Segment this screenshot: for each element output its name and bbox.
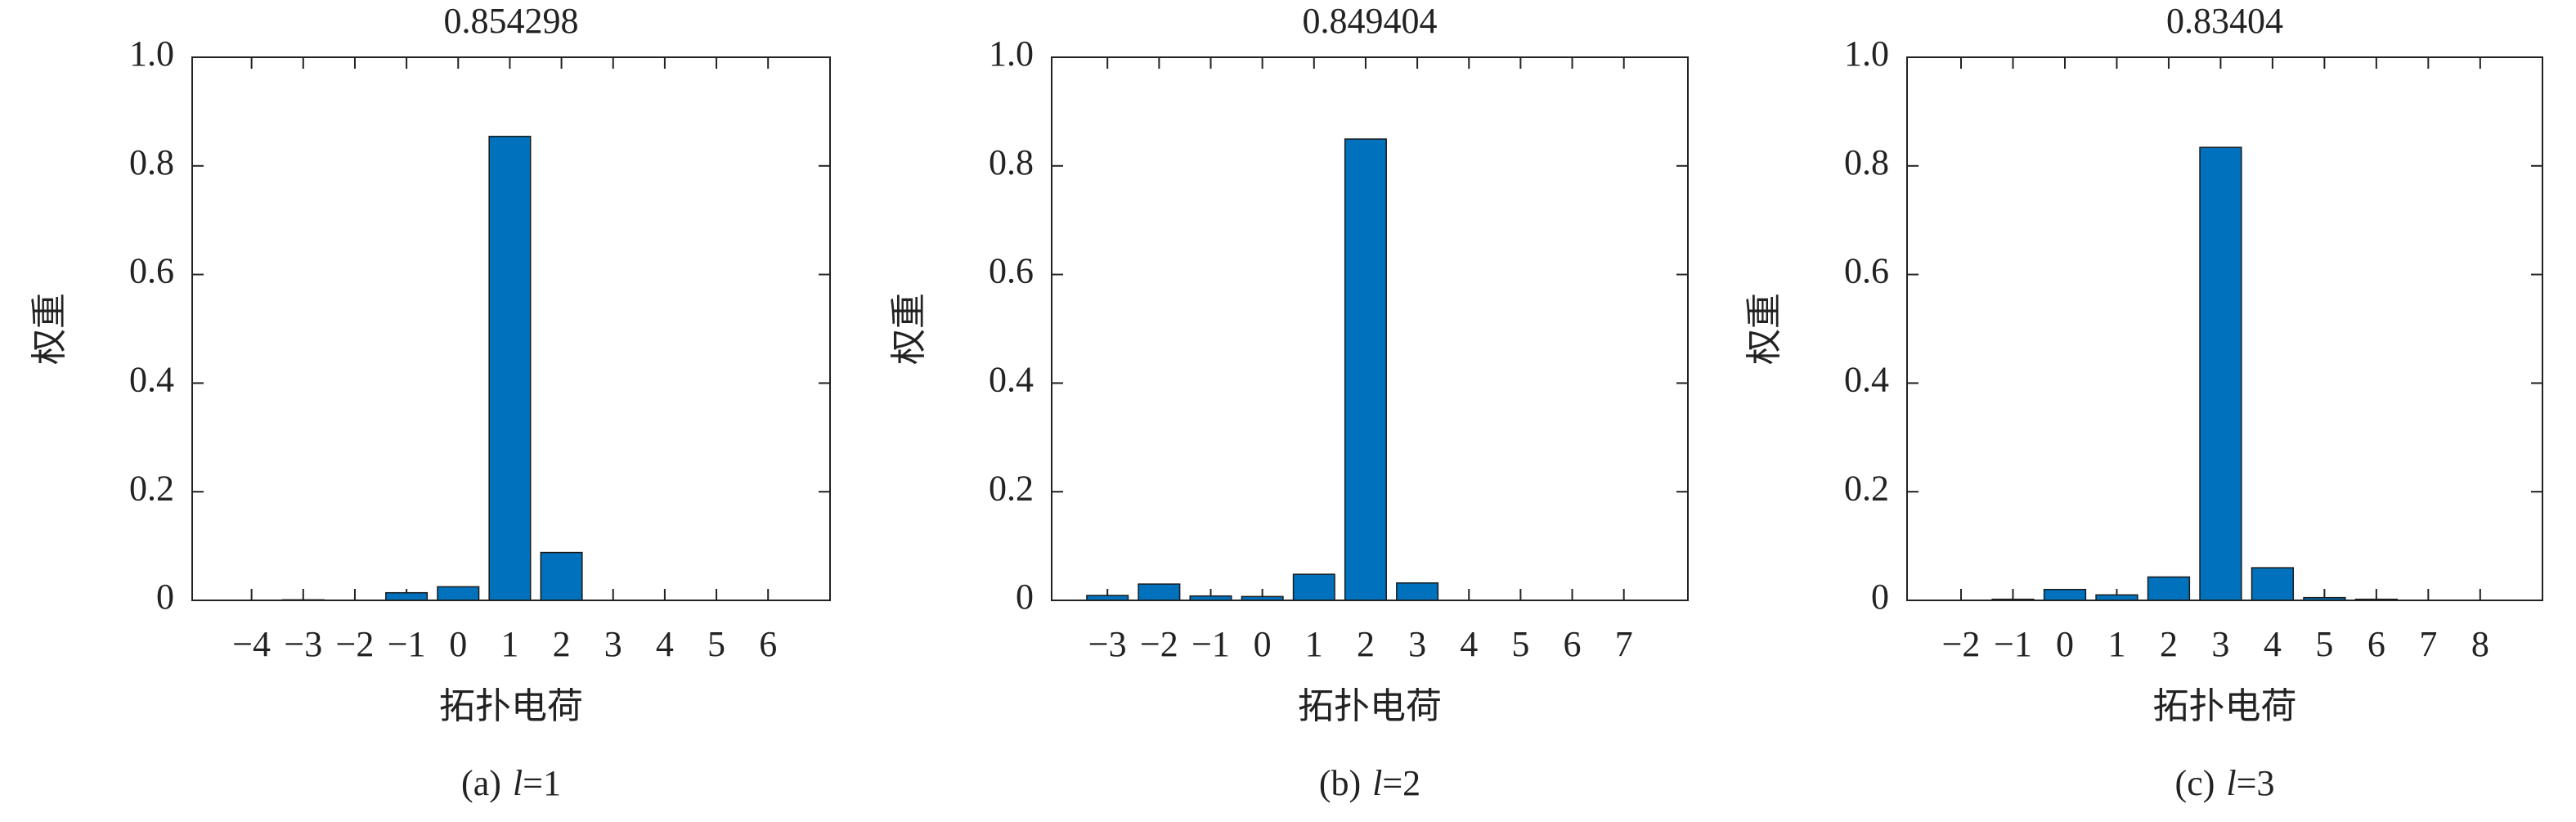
caption-label: (c) (2175, 763, 2215, 803)
caption: (c) l=3 (2175, 763, 2275, 803)
bar (1292, 573, 1335, 601)
x-tick-label: −4 (232, 624, 271, 664)
chart-title: 0.854298 (444, 1, 579, 41)
bar (540, 551, 583, 601)
caption: (a) l=1 (461, 763, 561, 803)
x-tick-label: 7 (2419, 624, 2437, 664)
x-tick-label: −1 (388, 624, 426, 664)
x-tick-label: −2 (1942, 624, 1981, 664)
x-tick-label: −2 (336, 624, 375, 664)
bar (488, 135, 532, 601)
y-tick-label: 0.8 (1844, 142, 1889, 182)
caption-label: (b) (1319, 763, 1361, 803)
x-tick-label: 1 (2107, 624, 2125, 664)
x-tick-label: 6 (1564, 624, 1582, 664)
x-tick-label: 0 (449, 624, 467, 664)
y-tick-label: 0 (1016, 577, 1034, 617)
plot-frame (1051, 56, 1689, 601)
bar (437, 586, 480, 601)
x-tick-label: 6 (2367, 624, 2385, 664)
x-tick-label: −1 (1192, 624, 1230, 664)
y-axis-label: 权重 (1744, 293, 1784, 365)
caption: (b) l=2 (1319, 763, 1420, 803)
y-tick-label: 1.0 (129, 34, 174, 74)
y-tick-label: 0.8 (129, 142, 174, 182)
bar (2043, 588, 2087, 601)
bar (1344, 138, 1387, 601)
y-axis-label: 权重 (889, 293, 929, 365)
plot-frame (191, 56, 831, 601)
y-tick-label: 0 (156, 577, 174, 617)
x-tick-label: 1 (1305, 624, 1323, 664)
x-tick-label: 4 (2264, 624, 2282, 664)
x-tick-label: 8 (2471, 624, 2489, 664)
x-tick-label: 5 (2315, 624, 2333, 664)
bar (2199, 146, 2242, 601)
y-tick-label: 1.0 (1844, 34, 1889, 74)
x-tick-label: 5 (707, 624, 725, 664)
y-tick-label: 0 (1871, 577, 1889, 617)
bar (385, 591, 429, 601)
x-tick-label: −3 (284, 624, 322, 664)
chart-title: 0.849404 (1303, 1, 1438, 41)
y-tick-label: 0.6 (1844, 251, 1889, 291)
x-tick-label: 1 (500, 624, 518, 664)
x-axis-label: 拓扑电荷 (2153, 686, 2297, 726)
x-tick-label: 0 (2056, 624, 2074, 664)
caption-eq: =1 (523, 763, 561, 803)
y-tick-label: 0.2 (1844, 468, 1889, 508)
y-tick-label: 0.2 (989, 468, 1034, 508)
y-axis-label: 权重 (29, 293, 70, 365)
y-tick-label: 1.0 (989, 34, 1034, 74)
x-tick-label: 3 (2211, 624, 2229, 664)
y-tick-label: 0.6 (129, 251, 174, 291)
caption-var: l (513, 763, 523, 803)
x-tick-label: 7 (1615, 624, 1633, 664)
x-tick-label: 2 (2160, 624, 2178, 664)
x-tick-label: 2 (1357, 624, 1375, 664)
x-tick-label: 4 (1460, 624, 1478, 664)
x-tick-label: −1 (1994, 624, 2032, 664)
bar (2147, 576, 2191, 601)
x-tick-label: −3 (1088, 624, 1127, 664)
x-tick-label: 3 (604, 624, 622, 664)
x-tick-label: 2 (553, 624, 571, 664)
caption-var: l (2226, 763, 2236, 803)
y-tick-label: 0.8 (989, 142, 1034, 182)
y-tick-label: 0.4 (129, 359, 174, 399)
plot-frame (1906, 56, 2543, 601)
x-axis-label: 拓扑电荷 (1298, 686, 1442, 726)
x-axis-label: 拓扑电荷 (439, 686, 583, 726)
caption-var: l (1372, 763, 1382, 803)
caption-eq: =2 (1382, 763, 1420, 803)
caption-eq: =3 (2237, 763, 2275, 803)
bar (2251, 567, 2295, 601)
caption-label: (a) (461, 763, 501, 803)
y-tick-label: 0.4 (1844, 359, 1889, 399)
bar (1138, 583, 1181, 601)
chart-title: 0.83404 (2166, 1, 2283, 41)
y-tick-label: 0.4 (989, 359, 1034, 399)
x-tick-label: 0 (1254, 624, 1272, 664)
x-tick-label: −2 (1140, 624, 1178, 664)
x-tick-label: 4 (656, 624, 674, 664)
bar (1396, 582, 1439, 601)
x-tick-label: 3 (1408, 624, 1426, 664)
x-tick-label: 6 (759, 624, 777, 664)
x-tick-label: 5 (1511, 624, 1529, 664)
y-tick-label: 0.2 (129, 468, 174, 508)
y-tick-label: 0.6 (989, 251, 1034, 291)
